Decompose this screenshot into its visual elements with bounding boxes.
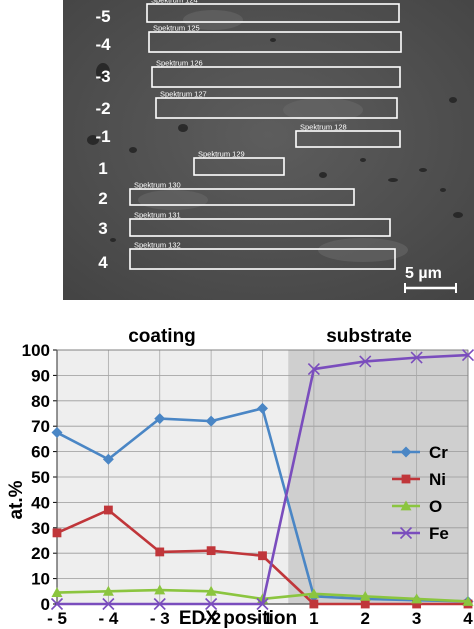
point-o (205, 585, 217, 596)
point-ni (103, 505, 113, 515)
point-ni (52, 528, 62, 538)
legend-label-o: O (429, 497, 442, 516)
point-ni (155, 547, 165, 557)
point-cr (257, 402, 268, 414)
spectrum-box (151, 66, 401, 88)
spectrum-box (155, 97, 398, 119)
x-tick-label: - 2 (201, 609, 221, 628)
legend-label-ni: Ni (429, 470, 446, 489)
point-fe (359, 355, 372, 368)
x-tick-label: - 5 (47, 609, 67, 628)
sem-micrograph: -5 Spektrum 124 -4 Spektrum 125 -3 Spektrum 1… (63, 0, 474, 300)
point-fe (461, 349, 474, 362)
point-ni (412, 599, 422, 609)
spectrum-label: Spektrum 126 (156, 59, 203, 68)
point-ni (258, 551, 267, 561)
x-tick-label: - 4 (98, 609, 118, 628)
spectrum-box (129, 188, 355, 206)
y-tick-label: 20 (31, 544, 50, 563)
y-tick-label: 40 (31, 493, 50, 512)
point-o (411, 593, 423, 604)
point-fe (102, 597, 115, 611)
spectrum-label: Spektrum 125 (153, 24, 200, 33)
point-ni (206, 546, 216, 556)
legend-marker-cr (400, 446, 412, 458)
y-tick-label: 0 (41, 595, 50, 614)
legend-label-fe: Fe (429, 524, 449, 543)
y-tick-label: 10 (31, 570, 50, 589)
x-axis-title: EDX position (179, 608, 297, 629)
point-ni (309, 599, 319, 609)
row-label: -4 (95, 35, 111, 54)
legend-marker-ni (401, 474, 411, 484)
spectrum-box (193, 157, 285, 176)
scale-bar: 5 µm (404, 265, 457, 293)
x-tick-label: - 1 (253, 609, 273, 628)
y-tick-label: 80 (31, 392, 50, 411)
point-fe (50, 597, 64, 611)
edx-line-chart: 0 10 20 30 40 50 60 70 80 90 100 - 5 - 4 - 3 - 2 - 1 1 2 3… (6, 326, 474, 629)
scale-bar-label: 5 µm (405, 265, 442, 282)
legend-marker-o (400, 500, 412, 511)
spectrum-label: Spektrum 129 (198, 150, 245, 159)
point-fe (256, 597, 269, 611)
point-fe (410, 351, 423, 364)
point-cr (205, 415, 217, 427)
y-tick-label: 60 (31, 443, 50, 462)
row-label: -1 (95, 127, 110, 146)
spectrum-box (146, 3, 400, 23)
legend: Cr Ni O Fe (392, 443, 449, 543)
x-tick-label: 3 (412, 609, 421, 628)
row-label: 2 (98, 189, 107, 208)
point-o (308, 588, 320, 599)
pore-spots (87, 38, 463, 242)
spectrum-label: Spektrum 127 (160, 90, 207, 99)
point-cr (51, 427, 63, 439)
y-tick-label: 30 (31, 519, 50, 538)
series-lines (50, 349, 474, 611)
region-label-coating: coating (128, 326, 196, 347)
y-tick-label: 50 (31, 468, 50, 487)
spectrum-label: Spektrum 130 (134, 181, 181, 190)
spectrum-label: Spektrum 128 (300, 123, 347, 132)
region-label-substrate: substrate (326, 326, 412, 347)
point-ni (360, 599, 370, 609)
spectrum-label: Spektrum 131 (134, 211, 181, 220)
point-o (51, 587, 63, 597)
y-tick-label: 100 (22, 341, 50, 360)
point-o (154, 584, 166, 595)
point-o (102, 585, 114, 596)
point-cr (154, 413, 166, 425)
spectrum-box (148, 31, 402, 53)
row-label: -3 (95, 67, 110, 86)
row-label: 1 (98, 159, 107, 178)
y-tick-label: 70 (31, 417, 50, 436)
spectrum-label: Spektrum 132 (134, 241, 181, 250)
row-label: 4 (98, 253, 108, 272)
x-tick-label: - 3 (150, 609, 170, 628)
micrograph-background (63, 0, 474, 300)
x-tick-label: 2 (361, 609, 370, 628)
legend-label-cr: Cr (429, 443, 448, 462)
point-fe (205, 597, 218, 611)
point-o (462, 595, 474, 606)
row-label: -2 (95, 99, 110, 118)
row-label: -5 (95, 7, 110, 26)
x-tick-label: 4 (463, 609, 473, 628)
point-fe (153, 597, 166, 611)
spectrum-box (129, 218, 391, 237)
y-tick-label: 90 (31, 366, 50, 385)
point-o (359, 590, 371, 601)
spectrum-rows: -5 Spektrum 124 -4 Spektrum 125 -3 Spektrum 1… (95, 0, 402, 272)
spectrum-box (295, 130, 401, 148)
point-fe (307, 362, 320, 376)
point-cr (102, 453, 114, 465)
row-label: 3 (98, 219, 107, 238)
x-tick-label: 1 (309, 609, 318, 628)
legend-marker-fe (399, 526, 413, 540)
y-axis-title: at.% (6, 480, 27, 519)
tick-labels: 0 10 20 30 40 50 60 70 80 90 100 - 5 - 4 - 3 - 2 - 1 1 2 3… (22, 341, 474, 628)
spectrum-box (129, 248, 396, 270)
spectrum-label: Spektrum 124 (151, 0, 198, 5)
